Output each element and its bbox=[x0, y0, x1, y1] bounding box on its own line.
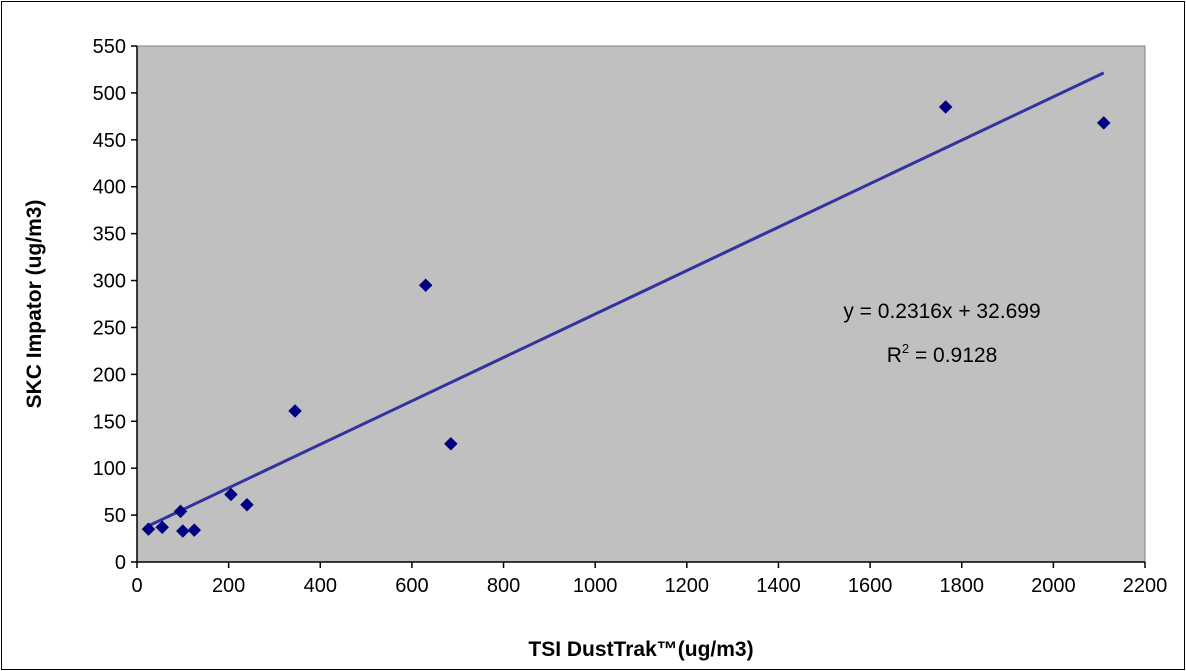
y-tick-label: 400 bbox=[93, 177, 126, 199]
x-tick-label: 800 bbox=[487, 575, 520, 597]
data-point bbox=[240, 497, 254, 512]
x-axis-ticks bbox=[136, 562, 1146, 568]
data-point bbox=[175, 524, 190, 538]
data-points bbox=[141, 100, 1111, 538]
x-tick-label: 1000 bbox=[573, 575, 618, 597]
y-axis-title: SKC Impator (ug/m3) bbox=[23, 200, 46, 409]
trendline-equation: y = 0.2316x + 32.699 bbox=[843, 300, 1040, 323]
data-point bbox=[1096, 116, 1111, 130]
data-point bbox=[288, 404, 302, 418]
x-tick-label: 400 bbox=[304, 575, 337, 597]
y-tick-label: 450 bbox=[93, 130, 126, 152]
r2-superscript: 2 bbox=[902, 341, 909, 356]
y-tick-label: 100 bbox=[93, 458, 126, 480]
data-point bbox=[418, 278, 433, 293]
y-tick-label: 200 bbox=[93, 364, 126, 386]
x-tick-label: 1600 bbox=[848, 575, 893, 597]
data-point bbox=[155, 520, 170, 535]
y-tick-label: 350 bbox=[93, 224, 126, 246]
x-tick-label: 2000 bbox=[1031, 575, 1076, 597]
r2-value: = 0.9128 bbox=[909, 344, 997, 367]
trendline bbox=[147, 71, 1105, 528]
x-tick-label: 600 bbox=[395, 575, 428, 597]
x-tick-label: 0 bbox=[131, 575, 142, 597]
trendline-r-squared: R2 = 0.9128 bbox=[887, 341, 998, 367]
data-point bbox=[187, 523, 202, 537]
x-axis-title: TSI DustTrak™(ug/m3) bbox=[528, 638, 753, 661]
x-tick-label: 1400 bbox=[756, 575, 801, 597]
r2-prefix: R bbox=[887, 344, 902, 367]
y-axis-tick-labels: 0 50 100 150 200 250 300 350 400 450 500 550 bbox=[93, 36, 126, 574]
y-tick-label: 150 bbox=[93, 411, 126, 433]
y-tick-label: 550 bbox=[93, 36, 126, 58]
y-tick-label: 50 bbox=[104, 505, 126, 527]
x-tick-label: 1800 bbox=[939, 575, 984, 597]
data-point bbox=[141, 522, 156, 537]
x-tick-label: 1200 bbox=[665, 575, 710, 597]
y-axis-ticks bbox=[131, 45, 137, 563]
data-point bbox=[444, 436, 458, 451]
x-tick-label: 200 bbox=[212, 575, 245, 597]
y-tick-label: 250 bbox=[93, 317, 126, 339]
y-tick-label: 500 bbox=[93, 83, 126, 105]
y-tick-label: 300 bbox=[93, 271, 126, 293]
data-point bbox=[224, 487, 238, 502]
y-tick-label: 0 bbox=[115, 552, 126, 574]
data-point bbox=[938, 100, 953, 114]
data-point bbox=[173, 504, 188, 519]
x-tick-label: 2200 bbox=[1123, 575, 1168, 597]
x-axis-tick-labels: 0 200 400 600 800 1000 1200 1400 1600 1800 2000 220… bbox=[131, 575, 1167, 597]
